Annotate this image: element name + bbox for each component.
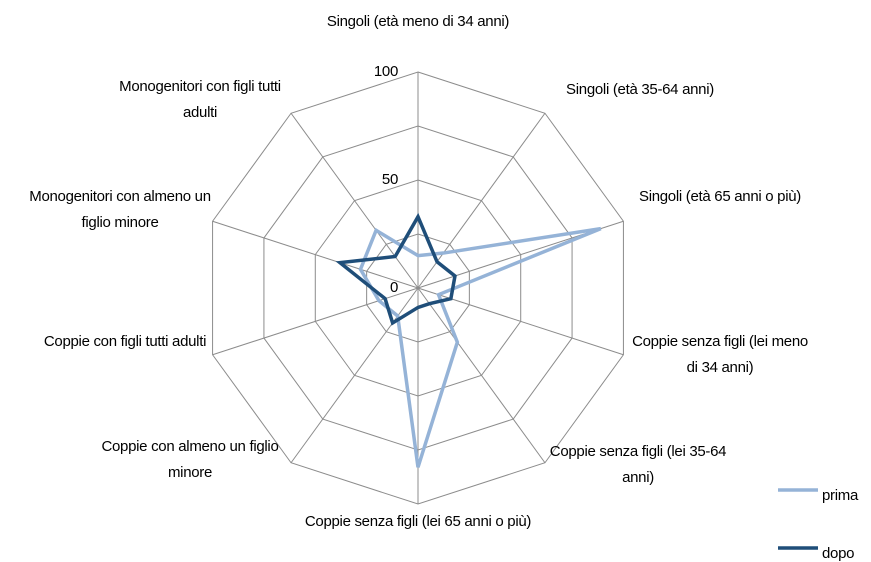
series-line bbox=[358, 226, 602, 468]
spoke bbox=[290, 287, 419, 464]
r-tick-label: 50 bbox=[382, 171, 398, 188]
category-label: Monogenitori con almeno un figlio minore bbox=[29, 188, 211, 231]
category-label: Coppie con almeno un figlio minore bbox=[101, 438, 279, 481]
category-label: Monogenitori con figli tutti adulti bbox=[119, 78, 281, 121]
spoke bbox=[212, 220, 419, 289]
spoke bbox=[290, 112, 419, 289]
category-label: Coppie senza figli (lei meno di 34 anni) bbox=[632, 333, 808, 376]
spoke bbox=[417, 112, 546, 289]
legend-label: prima bbox=[822, 487, 859, 504]
r-tick-label: 0 bbox=[390, 279, 398, 296]
category-label: Singoli (età 35-64 anni) bbox=[566, 81, 714, 98]
r-tick-label: 100 bbox=[374, 63, 398, 80]
spoke bbox=[417, 287, 546, 464]
category-label: Singoli (età 65 anni o più) bbox=[638, 188, 801, 205]
category-label: Singoli (età meno di 34 anni) bbox=[326, 13, 510, 30]
series-line bbox=[335, 212, 457, 326]
category-label: Coppie senza figli (lei 65 anni o più) bbox=[304, 513, 532, 530]
category-label: Coppie con figli tutti adulti bbox=[43, 333, 207, 350]
category-label: Coppie senza figli (lei 35-64 anni) bbox=[549, 443, 727, 486]
legend-label: dopo bbox=[822, 545, 854, 562]
